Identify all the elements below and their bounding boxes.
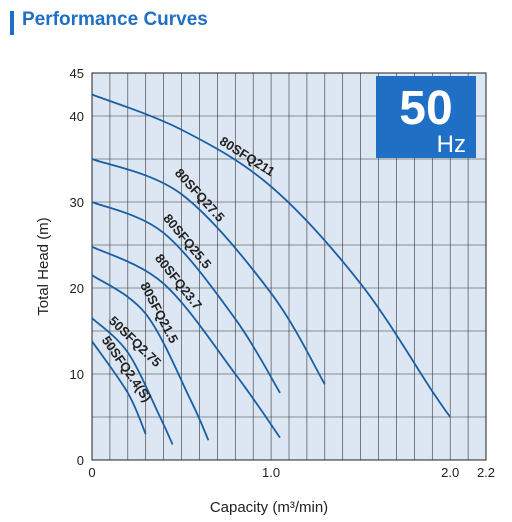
series-line [91,201,281,394]
y-tick-label: 20 [70,281,84,296]
series-line [91,245,281,439]
x-tick-label: 1.0 [262,465,280,480]
plot-frame [91,72,487,461]
y-tick-label: 0 [77,453,84,468]
frequency-badge [376,76,476,158]
x-tick-label: 2.2 [477,465,495,480]
x-tick-label: 2.0 [441,465,459,480]
banner-accent-bar [10,11,14,35]
series-line [91,158,326,385]
x-axis-label: Capacity (m³/min) [210,499,328,516]
y-tick-label: 30 [70,195,84,210]
x-tick-label: 0 [88,465,95,480]
y-tick-label: 40 [70,109,84,124]
series-line [91,93,451,418]
banner-title: Performance Curves [22,9,208,30]
series-line [91,317,174,445]
y-tick-label: 45 [70,66,84,81]
y-tick-label: 10 [70,367,84,382]
frequency-unit: Hz [437,131,466,158]
series-line [91,274,210,441]
series-line [91,340,147,435]
section-banner: Performance Curves [0,0,300,44]
y-axis-label: Total Head (m) [35,217,52,315]
frequency-value: 50 [399,82,452,135]
